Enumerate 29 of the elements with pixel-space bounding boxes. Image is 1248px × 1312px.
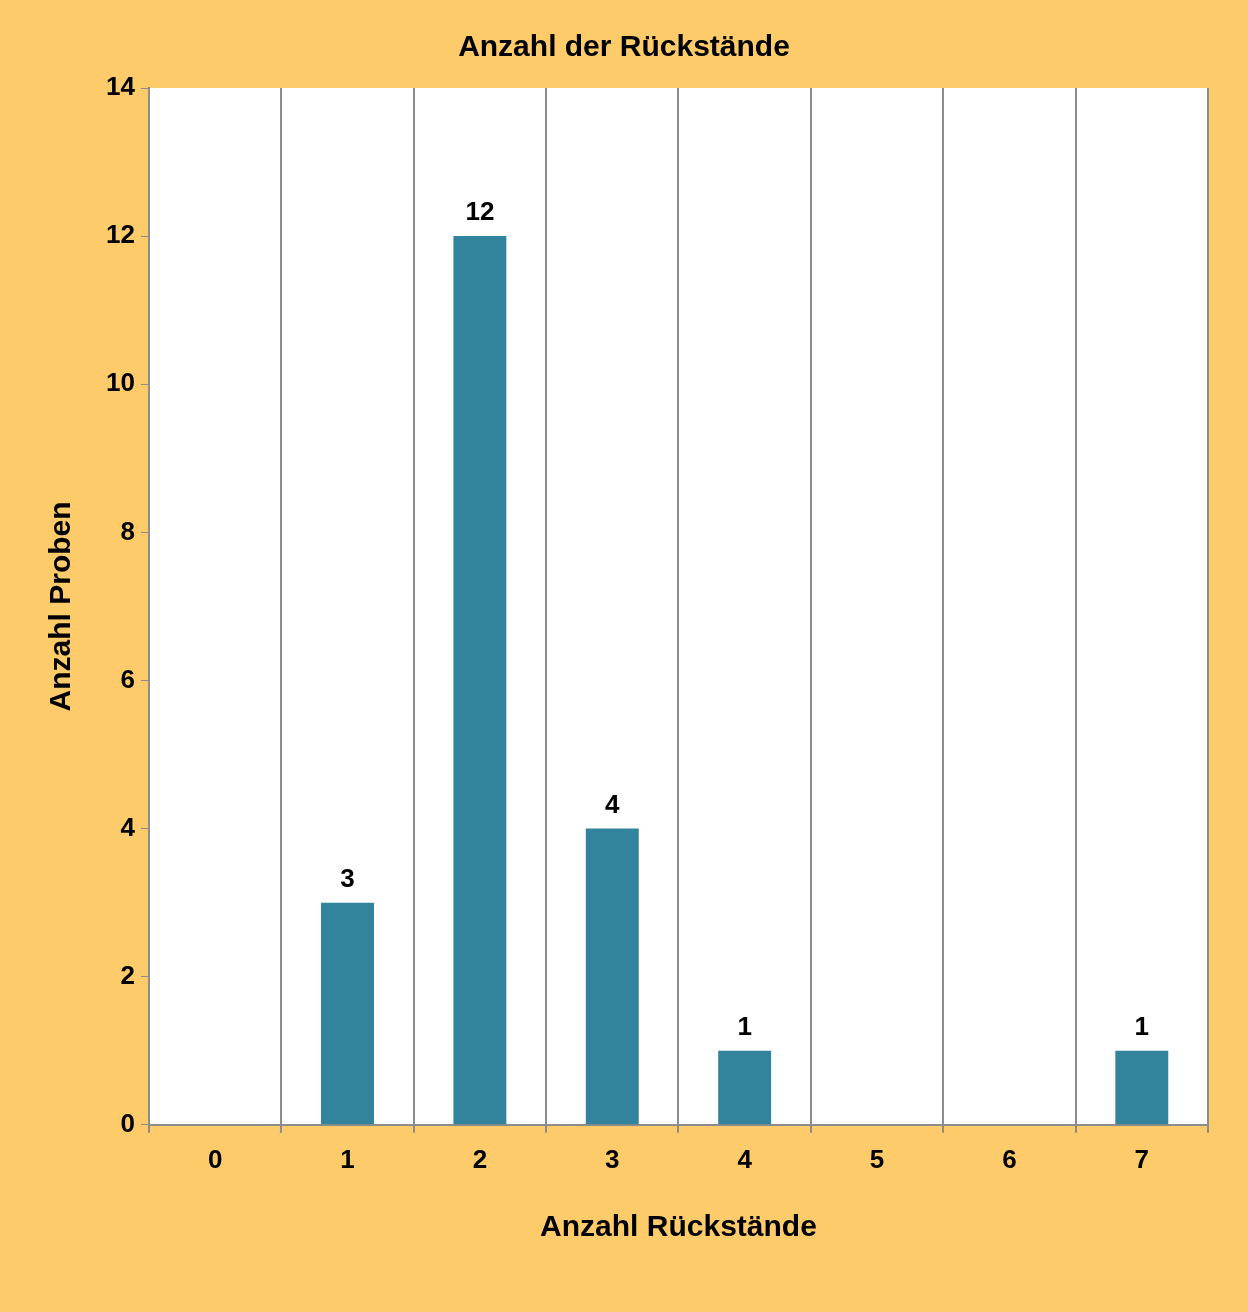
y-tick-label: 6 — [120, 663, 135, 694]
x-tick-label: 5 — [869, 1143, 885, 1174]
data-label: 3 — [340, 862, 355, 893]
x-tick-label: 3 — [605, 1143, 620, 1174]
bar — [718, 1050, 772, 1125]
chart-title: Anzahl der Rückstände — [458, 29, 790, 63]
data-label: 12 — [465, 196, 495, 227]
x-tick-label: 7 — [1134, 1143, 1150, 1174]
y-tick-label: 0 — [120, 1107, 135, 1138]
y-tick-label: 2 — [120, 959, 135, 990]
y-tick-label: 14 — [106, 71, 136, 102]
y-tick-label: 12 — [106, 219, 135, 250]
x-tick-label: 2 — [472, 1143, 488, 1174]
y-tick-label: 10 — [106, 367, 135, 398]
bar — [1115, 1050, 1169, 1125]
y-tick-label: 4 — [120, 811, 136, 842]
bar — [453, 236, 507, 1125]
data-label: 1 — [1134, 1010, 1150, 1041]
bar — [585, 828, 639, 1125]
x-tick-label: 4 — [737, 1143, 753, 1174]
x-tick-label: 6 — [1002, 1143, 1017, 1174]
x-tick-label: 1 — [340, 1143, 355, 1174]
x-tick-label: 0 — [207, 1143, 223, 1174]
y-tick-label: 8 — [120, 515, 135, 546]
data-label: 1 — [737, 1010, 752, 1041]
y-axis-title: Anzahl Proben — [43, 501, 77, 712]
x-axis-title: Anzahl Rückstände — [540, 1209, 817, 1243]
data-label: 4 — [605, 788, 621, 819]
bar — [321, 902, 374, 1125]
